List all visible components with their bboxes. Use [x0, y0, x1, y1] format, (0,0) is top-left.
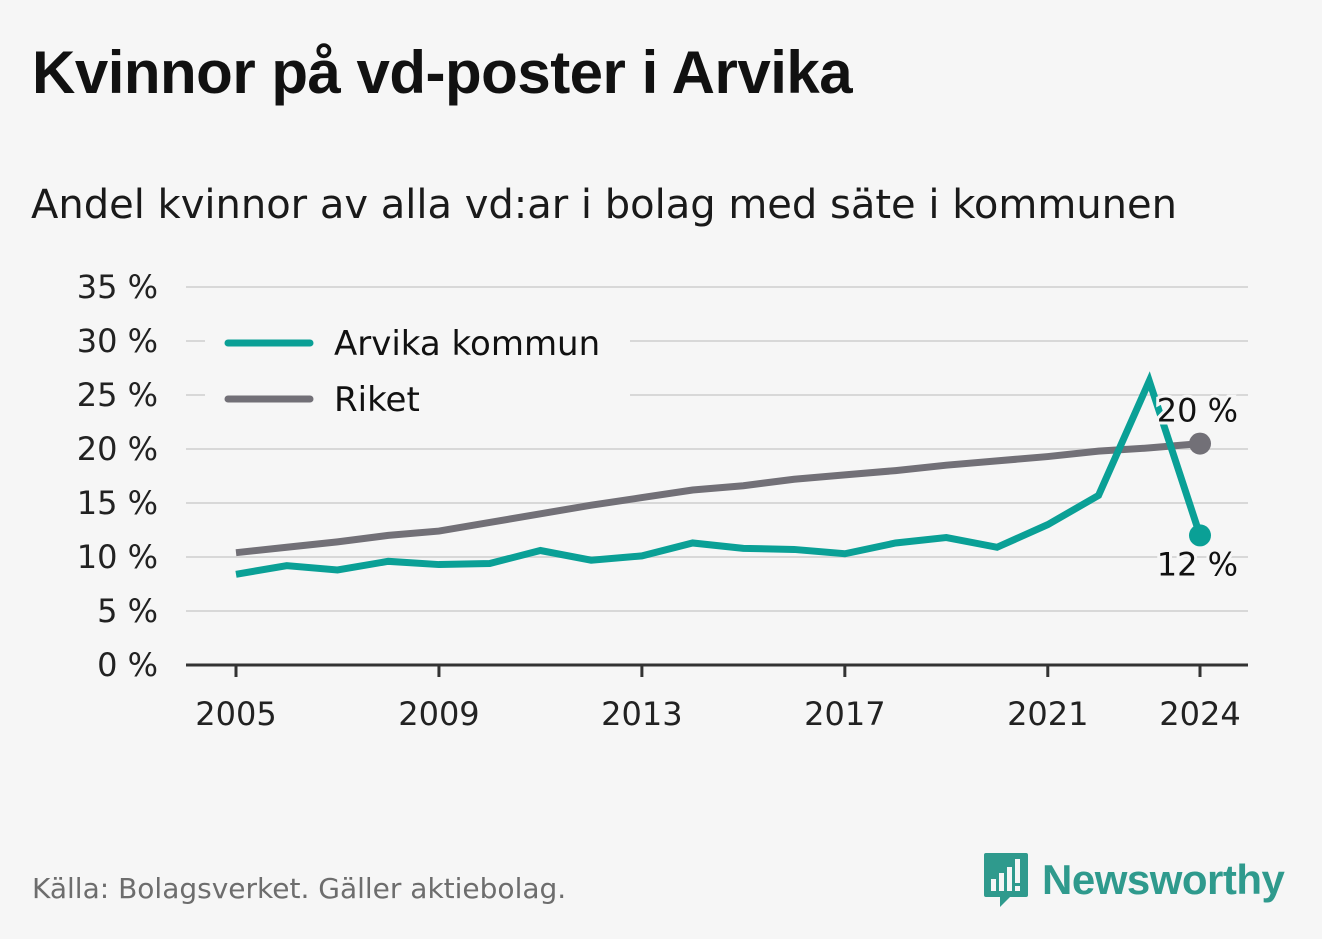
y-tick-label: 20 % [77, 430, 158, 468]
brand-name: Newsworthy [1042, 856, 1285, 903]
end-label-arvika: 12 % [1157, 545, 1238, 583]
x-tick-label: 2021 [1007, 695, 1088, 733]
series-line-riket-end-point [1189, 432, 1211, 455]
chart-subtitle: Andel kvinnor av alla vd:ar i bolag med … [31, 182, 1177, 228]
x-axis-tick-labels: 2005 2009 2013 2017 2021 2024 [195, 665, 1241, 733]
y-tick-label: 35 % [77, 268, 158, 306]
legend-label-riket: Riket [334, 380, 420, 420]
series-line-arvika-end-point [1189, 524, 1211, 547]
series-line-riket [235, 440, 1201, 557]
y-tick-label: 0 % [97, 646, 158, 684]
x-tick-label: 2009 [398, 695, 479, 733]
y-tick-label: 5 % [97, 592, 158, 630]
y-tick-label: 30 % [77, 322, 158, 360]
y-tick-label: 10 % [77, 538, 158, 576]
source-note: Källa: Bolagsverket. Gäller aktiebolag. [32, 872, 567, 905]
x-tick-label: 2005 [195, 695, 276, 733]
x-tick-label: 2024 [1159, 695, 1240, 733]
series-layer: 20 % 12 % [235, 371, 1241, 586]
newsworthy-logo-icon [984, 853, 1028, 907]
series-line-arvika [235, 371, 1204, 578]
y-axis-tick-labels: 0 % 5 % 10 % 15 % 20 % 25 % 30 % 35 % [77, 268, 158, 684]
legend: Arvika kommun Riket [205, 316, 630, 422]
x-tick-label: 2013 [601, 695, 682, 733]
end-label-riket: 20 % [1157, 392, 1238, 430]
brand-logo: Newsworthy [982, 850, 1285, 910]
y-tick-label: 25 % [77, 376, 158, 414]
page-title: Kvinnor på vd-poster i Arvika [32, 39, 853, 106]
legend-background [205, 316, 630, 422]
x-tick-label: 2017 [804, 695, 885, 733]
y-tick-label: 15 % [77, 484, 158, 522]
legend-label-arvika: Arvika kommun [334, 324, 600, 364]
